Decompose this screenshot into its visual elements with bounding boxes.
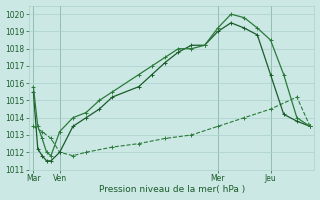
X-axis label: Pression niveau de la mer( hPa ): Pression niveau de la mer( hPa ) (99, 185, 245, 194)
